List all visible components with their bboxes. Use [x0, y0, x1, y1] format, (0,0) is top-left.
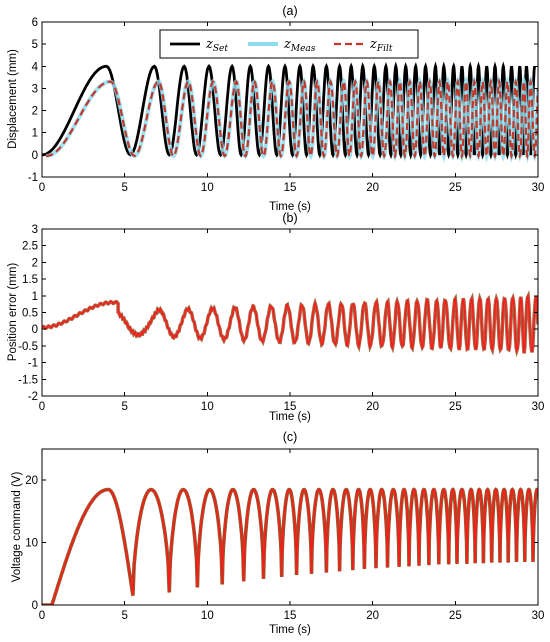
y-tick-label: -1.5: [18, 374, 38, 386]
panel-b-title: (b): [282, 211, 297, 225]
x-tick-label: 0: [39, 182, 45, 194]
panel-b-ylabel: Position error (mm): [7, 263, 19, 362]
series-line-voltage-shadow: [42, 487, 538, 605]
legend-label-subscript: Filt: [376, 44, 393, 54]
legend-label: zFilt: [369, 37, 393, 54]
y-tick-label: 2: [32, 106, 38, 118]
legend-label: zMeas: [283, 37, 316, 54]
x-tick-label: 5: [121, 610, 127, 622]
panel-a-title: (a): [282, 4, 297, 18]
y-tick-label: 1: [32, 128, 38, 140]
x-tick-label: 15: [284, 610, 297, 622]
x-tick-label: 20: [366, 610, 379, 622]
panel-a-ylabel: Displacement (mm): [7, 49, 19, 149]
panel-c-ylabel: Voltage command (V): [11, 472, 23, 583]
panel-b-plot: [42, 289, 538, 358]
x-tick-label: 10: [201, 610, 214, 622]
y-tick-label: 6: [32, 17, 38, 29]
legend-label-base: z: [205, 37, 213, 52]
panel-b-xlabel: Time (s): [269, 411, 311, 423]
panel-a-xlabel: Time (s): [269, 201, 311, 213]
panel-c-ticks: 0 5 10 15 20 25 30 0 10 20: [25, 449, 544, 622]
legend-label-subscript: Meas: [290, 44, 316, 54]
panel-c-axes-box: [41, 448, 539, 606]
y-tick-label: -0.5: [18, 341, 38, 353]
y-tick-label: 2.5: [22, 241, 38, 253]
y-tick-label: -1: [28, 358, 38, 370]
y-tick-label: 20: [25, 475, 38, 487]
y-tick-label: 2: [32, 257, 38, 269]
x-tick-label: 10: [201, 182, 214, 194]
panel-b-ticks: 0 5 10 15 20 25 30 -2 -1.5 -1 -0.5 0 0.5 1 1.5 2 2.5 3: [18, 224, 544, 413]
panel-c: (c) 0 5 10 15 20 25 30 0 10 20 Time (s) Voltage c…: [11, 430, 544, 636]
x-tick-label: 5: [121, 401, 127, 413]
x-tick-label: 25: [449, 610, 462, 622]
x-tick-label: 25: [449, 401, 462, 413]
panel-a-legend: zSet zMeas zFilt: [159, 29, 419, 59]
y-tick-label: 10: [25, 538, 38, 550]
legend-label-subscript: Set: [213, 44, 228, 54]
y-tick-label: 1: [32, 291, 38, 303]
series-line-error: [42, 293, 538, 354]
series-line-voltage: [42, 488, 538, 605]
y-tick-label: 4: [32, 61, 39, 73]
x-tick-label: 0: [39, 401, 45, 413]
legend-label-base: z: [369, 37, 377, 52]
y-tick-label: 1.5: [22, 274, 38, 286]
series-line-zmeas: [45, 74, 538, 163]
legend-label-base: z: [283, 37, 291, 52]
x-tick-label: 15: [284, 401, 297, 413]
x-tick-label: 5: [121, 182, 127, 194]
x-tick-label: 20: [366, 401, 379, 413]
x-tick-label: 30: [532, 610, 545, 622]
x-tick-label: 20: [366, 182, 379, 194]
y-tick-label: -2: [28, 391, 38, 403]
y-tick-label: 3: [32, 83, 38, 95]
x-tick-label: 25: [449, 182, 462, 194]
y-tick-label: 3: [32, 224, 38, 236]
y-tick-label: 0.5: [22, 308, 38, 320]
y-tick-label: 0: [32, 324, 38, 336]
y-tick-label: -1: [28, 172, 38, 184]
panel-c-plot: [42, 487, 538, 605]
y-tick-label: 0: [32, 150, 38, 162]
x-tick-label: 15: [284, 182, 297, 194]
legend-box: [159, 29, 419, 59]
x-tick-label: 10: [201, 401, 214, 413]
panel-c-title: (c): [283, 430, 298, 444]
panel-b: (b) 0 5 10 15 20 25 30 -2 -1.5 -1 -0.5 0 0.5 1 1.5 2 2.5…: [7, 211, 544, 423]
panel-a-plot: [42, 61, 538, 163]
x-tick-label: 30: [532, 182, 545, 194]
y-tick-label: 5: [32, 39, 38, 51]
y-tick-label: 0: [32, 600, 38, 612]
x-tick-label: 0: [39, 610, 45, 622]
panel-c-xlabel: Time (s): [269, 624, 311, 636]
x-tick-label: 30: [532, 401, 545, 413]
legend-label: zSet: [205, 37, 228, 54]
